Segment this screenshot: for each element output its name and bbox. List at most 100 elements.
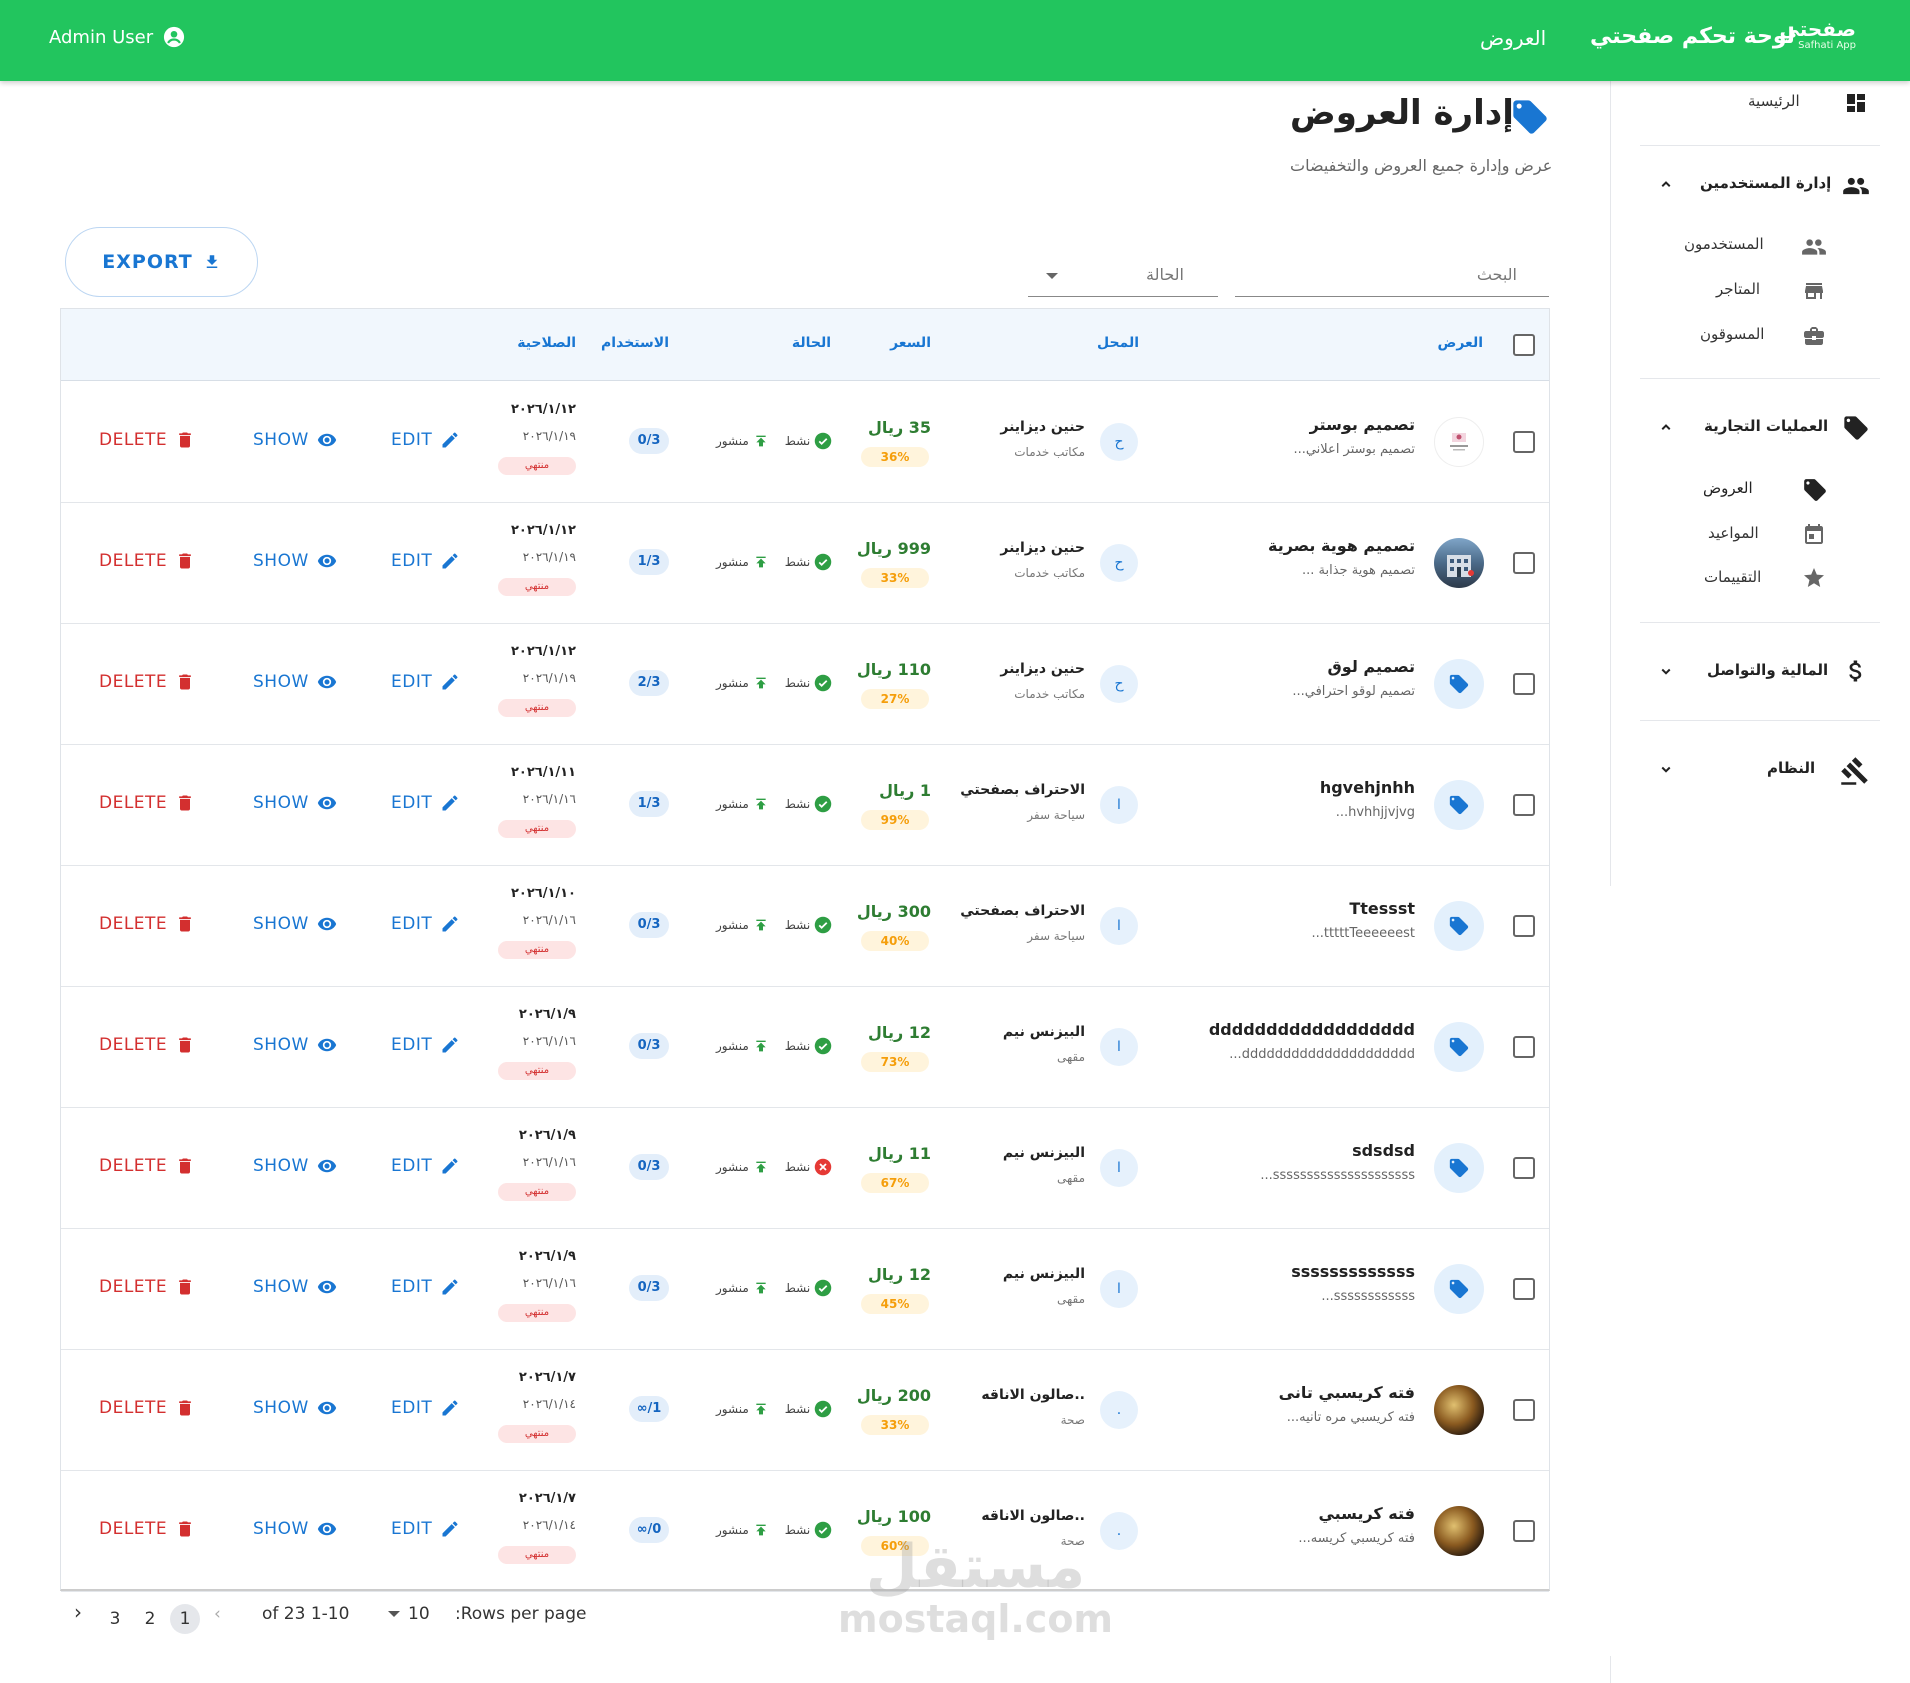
edit-button[interactable]: EDIT xyxy=(391,672,460,692)
table-row[interactable]: تصميم لوق تصميم لوقو احترافي... ح حنين ديزا… xyxy=(61,624,1549,745)
row-checkbox[interactable] xyxy=(1513,1278,1535,1300)
edit-button[interactable]: EDIT xyxy=(391,430,460,450)
sidebar-section-users[interactable]: إدارة المستخدمين xyxy=(1700,174,1832,192)
check-circle-icon xyxy=(814,432,832,450)
sidebar-item-stores[interactable]: المتاجر xyxy=(1716,280,1761,298)
delete-button[interactable]: DELETE xyxy=(99,1156,195,1176)
export-button[interactable]: EXPORT xyxy=(65,227,258,297)
chevron-right-icon[interactable]: › xyxy=(74,1600,82,1624)
admin-user-menu[interactable]: Admin User xyxy=(49,26,185,48)
offer-status: نشط منشور xyxy=(716,1400,832,1418)
edit-button[interactable]: EDIT xyxy=(391,793,460,813)
edit-button[interactable]: EDIT xyxy=(391,1277,460,1297)
delete-button[interactable]: DELETE xyxy=(99,1398,195,1418)
sidebar-section-commerce[interactable]: العمليات التجارية xyxy=(1704,417,1829,435)
select-all-checkbox[interactable] xyxy=(1513,334,1535,356)
row-checkbox[interactable] xyxy=(1513,1520,1535,1542)
row-checkbox[interactable] xyxy=(1513,1036,1535,1058)
discount-badge: 33% xyxy=(861,568,929,588)
check-circle-icon xyxy=(814,1037,832,1055)
edit-button[interactable]: EDIT xyxy=(391,1398,460,1418)
table-row[interactable]: dddddddddddddddddd ddddddddddddddddddddd.… xyxy=(61,987,1549,1108)
show-button[interactable]: SHOW xyxy=(253,1035,337,1055)
show-button[interactable]: SHOW xyxy=(253,1519,337,1539)
edit-button[interactable]: EDIT xyxy=(391,1519,460,1539)
delete-button[interactable]: DELETE xyxy=(99,551,195,571)
offer-description: تصميم بوستر اعلاني... xyxy=(1293,442,1415,457)
show-button[interactable]: SHOW xyxy=(253,551,337,571)
table-row[interactable]: فته كريسبي تانى فته كريسبي مره تانيه.....… xyxy=(61,1350,1549,1471)
column-header-validity[interactable]: الصلاحية xyxy=(517,335,576,351)
app-title: لوحة تحكم صفحتي xyxy=(1590,24,1795,49)
column-header-status[interactable]: الحالة xyxy=(791,335,831,351)
column-header-usage[interactable]: الاستخدام xyxy=(601,335,669,351)
row-checkbox[interactable] xyxy=(1513,915,1535,937)
page-button[interactable]: 1 xyxy=(170,1604,200,1634)
sidebar-item-home[interactable]: الرئيسية xyxy=(1748,92,1800,110)
table-row[interactable]: تصميم هوية بصرية تصميم هوية جذابة ... ح حني… xyxy=(61,503,1549,624)
edit-button[interactable]: EDIT xyxy=(391,1156,460,1176)
chevron-up-icon[interactable] xyxy=(1657,175,1675,193)
start-date: ٢٠٢٦/١/١٢ xyxy=(510,644,576,659)
chevron-down-icon[interactable] xyxy=(1657,662,1675,680)
column-header-store[interactable]: المحل xyxy=(1096,335,1139,351)
sidebar-item-appointments[interactable]: المواعيد xyxy=(1708,524,1759,542)
column-header-offer[interactable]: العرض xyxy=(1437,335,1484,351)
sidebar-item-marketers[interactable]: المسوقون xyxy=(1700,325,1765,343)
delete-button[interactable]: DELETE xyxy=(99,1519,195,1539)
publish-icon xyxy=(756,677,766,689)
rows-per-page-select[interactable]: 10 xyxy=(388,1604,430,1624)
sidebar-section-finance[interactable]: المالية والتواصل xyxy=(1707,661,1829,679)
page-button[interactable]: 2 xyxy=(144,1609,156,1629)
nav-offers-link[interactable]: العروض xyxy=(1480,26,1547,50)
delete-button[interactable]: DELETE xyxy=(99,914,195,934)
show-button[interactable]: SHOW xyxy=(253,793,337,813)
status-filter-select[interactable]: الحالة xyxy=(1028,245,1218,297)
show-button[interactable]: SHOW xyxy=(253,1398,337,1418)
sidebar-item-users[interactable]: المستخدمون xyxy=(1684,235,1764,253)
page-button[interactable]: 3 xyxy=(109,1609,121,1629)
row-checkbox[interactable] xyxy=(1513,794,1535,816)
show-button[interactable]: SHOW xyxy=(253,1277,337,1297)
sidebar-section-system[interactable]: النظام xyxy=(1767,759,1816,777)
chevron-up-icon[interactable] xyxy=(1657,418,1675,436)
delete-button[interactable]: DELETE xyxy=(99,430,195,450)
row-checkbox[interactable] xyxy=(1513,431,1535,453)
chevron-left-icon[interactable]: ‹ xyxy=(214,1604,221,1624)
table-row[interactable]: فته كريسبي فته كريسبي كريسه.... ..صالون ال… xyxy=(61,1471,1549,1592)
delete-button[interactable]: DELETE xyxy=(99,1277,195,1297)
expired-badge: منتهي xyxy=(498,1304,576,1322)
column-header-price[interactable]: السعر xyxy=(890,335,931,351)
offer-title: dddddddddddddddddd xyxy=(1208,1020,1415,1039)
edit-button[interactable]: EDIT xyxy=(391,914,460,934)
show-button[interactable]: SHOW xyxy=(253,1156,337,1176)
sidebar-item-offers[interactable]: العروض xyxy=(1703,479,1753,497)
show-button[interactable]: SHOW xyxy=(253,430,337,450)
delete-button[interactable]: DELETE xyxy=(99,672,195,692)
offer-description: tttttTeeeeeest... xyxy=(1311,926,1415,941)
pencil-icon xyxy=(442,795,458,811)
row-checkbox[interactable] xyxy=(1513,1157,1535,1179)
offer-thumbnail xyxy=(1434,1264,1484,1314)
edit-button[interactable]: EDIT xyxy=(391,1035,460,1055)
table-row[interactable]: sssssssssssss ssssssssssss... ا البيزنس نيم… xyxy=(61,1229,1549,1350)
delete-button[interactable]: DELETE xyxy=(99,1035,195,1055)
eye-icon xyxy=(317,1522,336,1536)
sidebar-item-ratings[interactable]: التقييمات xyxy=(1704,568,1762,586)
table-row[interactable]: تصميم بوستر تصميم بوستر اعلاني... ح حنين دي… xyxy=(61,382,1549,503)
show-button[interactable]: SHOW xyxy=(253,914,337,934)
store-category: مكاتب خدمات xyxy=(1014,445,1085,459)
chevron-down-icon[interactable] xyxy=(1657,760,1675,778)
row-checkbox[interactable] xyxy=(1513,673,1535,695)
delete-button[interactable]: DELETE xyxy=(99,793,195,813)
edit-button[interactable]: EDIT xyxy=(391,551,460,571)
offer-thumbnail xyxy=(1434,780,1484,830)
search-input[interactable]: البحث xyxy=(1235,245,1549,297)
row-checkbox[interactable] xyxy=(1513,552,1535,574)
table-row[interactable]: sdsdsd sssssssssssssssssssss... ا البيزنس ن… xyxy=(61,1108,1549,1229)
app-logo[interactable]: صفحتي Safhati App xyxy=(1770,18,1856,58)
show-button[interactable]: SHOW xyxy=(253,672,337,692)
table-row[interactable]: hgvehjnhh hvhhjjvjvg... ا الاحتراف بصفحتي سي… xyxy=(61,745,1549,866)
row-checkbox[interactable] xyxy=(1513,1399,1535,1421)
table-row[interactable]: Ttessst tttttTeeeeeest... ا الاحتراف بصفحتي… xyxy=(61,866,1549,987)
